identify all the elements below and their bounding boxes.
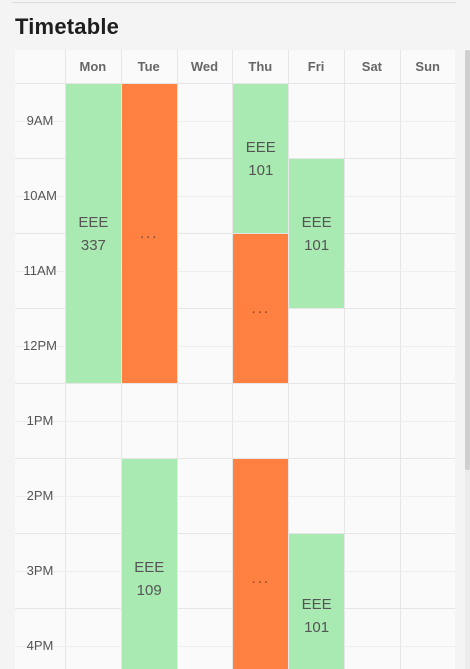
hour-line — [15, 233, 455, 234]
timetable-event[interactable]: ... — [233, 459, 289, 669]
event-label: ... — [251, 300, 271, 317]
day-header-tue: Tue — [137, 59, 160, 74]
hour-label: 9AM — [26, 113, 54, 128]
hour-label: 4PM — [26, 638, 54, 653]
timetable-grid: Mon Tue Wed Thu Fri Sat Sun 9AM 10AM 11AM 12PM 1PM 2… — [15, 50, 455, 669]
hour-label: 1PM — [26, 413, 54, 428]
hour-line — [15, 458, 455, 459]
grid-column-line — [344, 50, 345, 669]
timetable-event[interactable]: EEE 337 — [66, 84, 121, 383]
vertical-scrollbar[interactable] — [465, 50, 470, 669]
timetable-event[interactable]: EEE 101 — [233, 84, 289, 233]
scrollbar-thumb[interactable] — [465, 50, 470, 470]
grid-column-line — [288, 50, 290, 669]
event-label: EEE 337 — [78, 213, 109, 254]
header-divider — [15, 83, 455, 84]
event-label: ... — [251, 570, 271, 587]
day-header-sat: Sat — [361, 59, 383, 74]
event-label: EEE 101 — [301, 596, 332, 636]
hour-label: 12PM — [23, 338, 57, 353]
event-label: EEE 109 — [134, 558, 165, 599]
event-label: ... — [139, 225, 159, 242]
day-header-sun: Sun — [415, 59, 440, 74]
hour-label: 11AM — [23, 263, 57, 278]
top-divider — [12, 2, 456, 3]
timetable-event[interactable]: EEE 101 — [289, 534, 344, 669]
grid-column-line — [176, 50, 178, 669]
event-label: EEE 101 — [245, 138, 276, 179]
day-header-mon: Mon — [79, 59, 107, 74]
grid-column-line — [65, 50, 66, 669]
grid-column-line — [399, 50, 401, 669]
timetable-event[interactable]: ... — [121, 84, 177, 383]
timetable-event[interactable]: EEE 101 — [289, 159, 344, 308]
page-title: Timetable — [15, 14, 120, 39]
timetable-event[interactable]: ... — [233, 234, 289, 383]
hour-label: 3PM — [26, 563, 54, 578]
day-header-thu: Thu — [248, 59, 273, 74]
event-label: EEE 101 — [301, 213, 332, 254]
timetable-event[interactable]: EEE 109 — [121, 459, 177, 669]
grid-column-line — [120, 50, 122, 669]
grid-column-line — [232, 50, 234, 669]
hour-label: 10AM — [23, 188, 57, 203]
day-header-fri: Fri — [307, 59, 325, 74]
hour-label: 2PM — [26, 488, 54, 503]
day-header-wed: Wed — [190, 59, 219, 74]
half-hour-line — [15, 420, 455, 422]
hour-line — [15, 383, 455, 384]
